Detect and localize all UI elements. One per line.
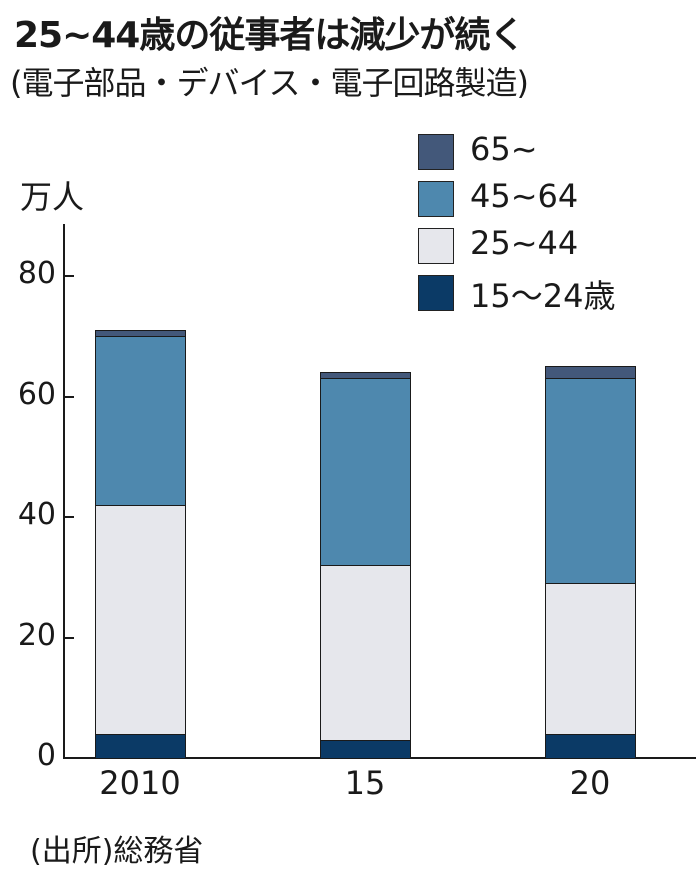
x-tick-label: 2010	[99, 764, 181, 802]
bar-15	[320, 0, 411, 882]
bar-segment	[95, 504, 186, 735]
x-tick-label: 15	[344, 764, 386, 802]
y-tick-label: 80	[17, 256, 56, 291]
legend-label: 15～24歳	[470, 277, 616, 315]
bar-segment	[95, 733, 186, 759]
y-tick-label: 20	[17, 617, 56, 653]
legend-label: 45~64	[470, 177, 579, 215]
chart-subtitle: (電子部品・デバイス・電子回路製造)	[10, 64, 529, 102]
y-tick-mark	[65, 395, 74, 398]
bar-segment	[320, 372, 411, 380]
bar-segment	[545, 366, 636, 380]
legend-swatch-65plus	[418, 134, 454, 170]
y-axis-line	[63, 224, 65, 759]
y-tick-mark	[65, 516, 74, 518]
bar-segment	[320, 565, 411, 741]
chart-title: 25~44歳の従事者は減少が続く	[14, 15, 525, 56]
bar-segment	[320, 739, 411, 759]
source-note: (出所)総務省	[30, 834, 204, 869]
y-tick-mark	[65, 275, 74, 277]
bar-20	[545, 0, 636, 882]
y-axis-unit: 万人	[20, 178, 85, 216]
bar-segment	[95, 330, 186, 338]
y-tick-mark	[65, 636, 74, 639]
legend-swatch-15-24	[418, 275, 454, 311]
x-tick-label: 20	[569, 764, 611, 802]
bar-segment	[95, 336, 186, 506]
bar-segment	[545, 378, 636, 585]
bar-segment	[320, 378, 411, 567]
bar-2010	[95, 0, 186, 882]
y-tick-label: 0	[36, 738, 56, 773]
bar-segment	[545, 733, 636, 759]
legend-swatch-25-44	[418, 228, 454, 264]
bar-segment	[545, 583, 636, 735]
y-tick-label: 60	[17, 376, 56, 412]
legend-label: 65~	[470, 130, 538, 168]
legend-label: 25~44	[470, 224, 579, 262]
y-tick-label: 40	[17, 497, 56, 532]
legend-swatch-45-64	[418, 181, 454, 217]
